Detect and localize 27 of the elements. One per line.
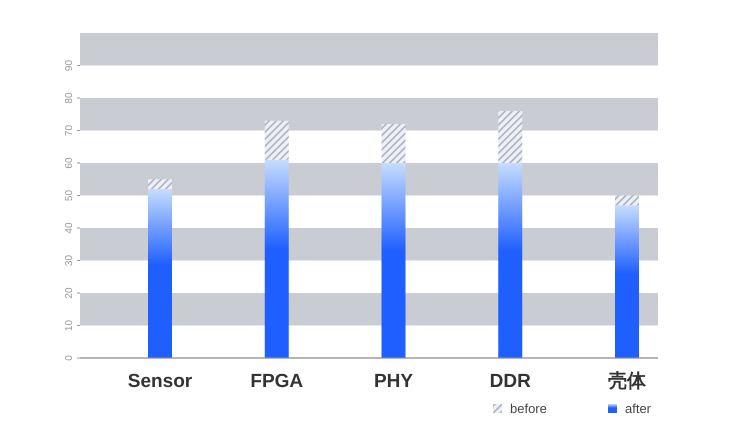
y-tick-label: 90 <box>64 60 75 72</box>
x-tick-label: Sensor <box>128 371 193 392</box>
y-tick-label: 50 <box>64 190 75 202</box>
legend-label: before <box>510 401 547 416</box>
bar <box>382 124 406 163</box>
x-tick-label: DDR <box>490 371 532 392</box>
y-tick-label: 40 <box>64 222 75 234</box>
bar <box>498 163 522 358</box>
x-tick-label: FPGA <box>250 371 304 392</box>
bar <box>264 160 289 358</box>
y-tick-label: 20 <box>64 287 75 299</box>
bar <box>148 179 172 189</box>
bar <box>498 111 522 163</box>
x-tick-label: PHY <box>374 371 414 392</box>
x-tick-label: 壳体 <box>608 370 647 392</box>
y-tick-label: 60 <box>64 157 75 169</box>
bar <box>615 205 639 358</box>
y-tick-label: 10 <box>64 320 75 332</box>
y-tick-label: 80 <box>64 92 75 104</box>
bar <box>264 120 289 160</box>
bar <box>615 196 639 206</box>
legend-label: after <box>625 401 652 416</box>
y-tick-label: 30 <box>64 254 75 266</box>
bar <box>382 163 406 358</box>
y-tick-label: 0 <box>64 354 75 361</box>
bar <box>148 189 172 358</box>
y-tick-label: 70 <box>64 124 75 136</box>
